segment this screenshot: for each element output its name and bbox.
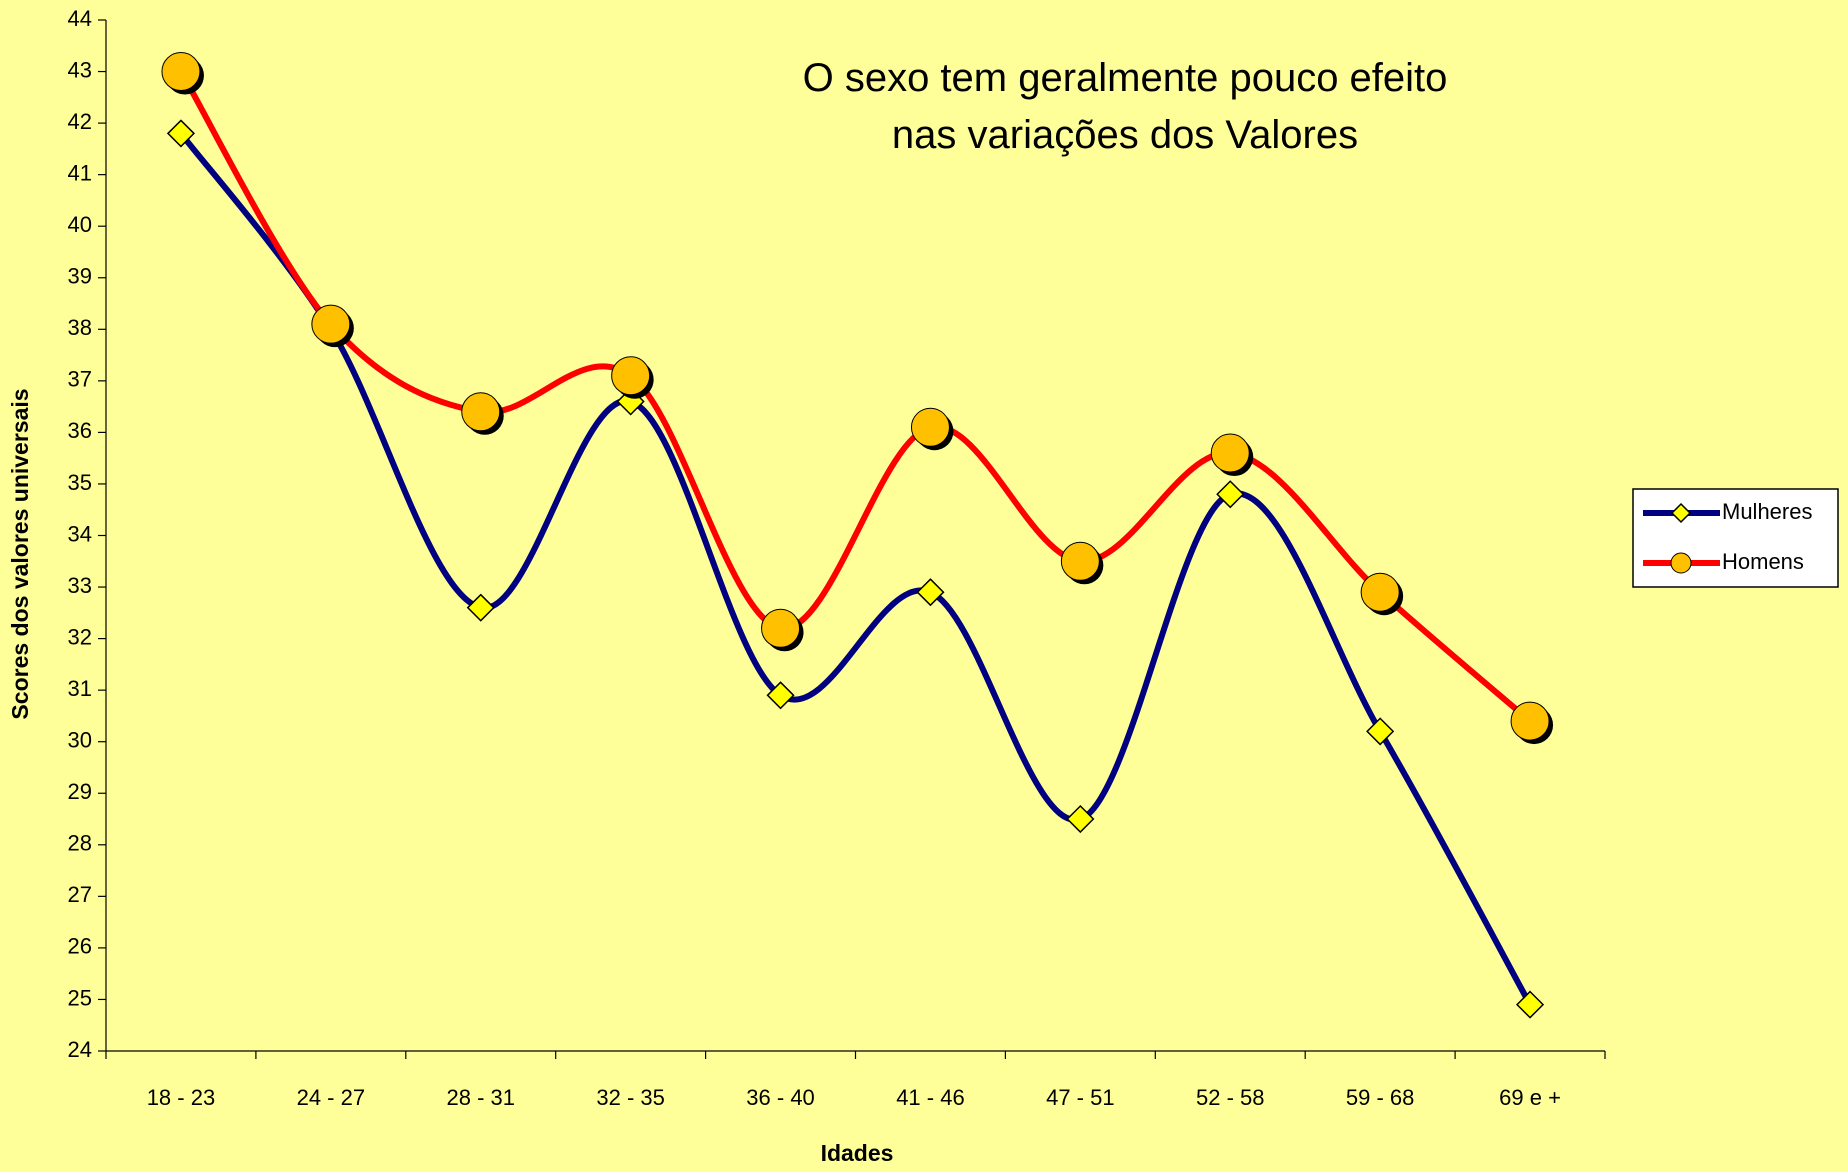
x-axis-title: Idades: [821, 1140, 894, 1166]
y-axis-title: Scores dos valores universais: [7, 388, 33, 719]
x-tick-label: 28 - 31: [447, 1085, 516, 1110]
series-line: [178, 70, 1533, 724]
marker: [1216, 480, 1245, 509]
marker: [1066, 804, 1095, 834]
x-tick-label: 59 - 68: [1346, 1085, 1415, 1110]
marker: [466, 593, 495, 622]
marker: [461, 392, 501, 432]
y-tick-label: 35: [68, 470, 92, 495]
marker: [1360, 572, 1400, 612]
marker: [1515, 990, 1545, 1019]
x-tick-label: 52 - 58: [1196, 1085, 1265, 1110]
marker: [1060, 541, 1100, 581]
x-tick-label: 69 e +: [1499, 1085, 1561, 1110]
series-line: [178, 131, 1533, 1007]
x-tick-label: 32 - 35: [596, 1085, 665, 1110]
y-tick-label: 36: [68, 418, 92, 443]
marker: [761, 608, 801, 648]
y-tick-label: 42: [68, 109, 92, 134]
marker: [910, 407, 950, 447]
x-tick-label: 18 - 23: [147, 1085, 216, 1110]
x-tick-label: 24 - 27: [297, 1085, 366, 1110]
y-tick-label: 38: [68, 315, 92, 340]
x-tick-label: 47 - 51: [1046, 1085, 1115, 1110]
marker: [161, 52, 201, 92]
legend-label: Homens: [1722, 549, 1804, 574]
y-tick-label: 26: [68, 934, 92, 959]
legend-marker: [1670, 502, 1692, 524]
legend-box: [1632, 488, 1839, 588]
y-tick-label: 40: [68, 212, 92, 237]
marker: [766, 681, 795, 710]
y-tick-label: 31: [68, 676, 92, 701]
marker: [1366, 717, 1395, 746]
y-tick-label: 30: [68, 728, 92, 753]
marker: [611, 356, 651, 396]
y-tick-label: 34: [68, 521, 92, 546]
marker: [916, 578, 945, 607]
x-tick-label: 41 - 46: [896, 1085, 965, 1110]
y-tick-label: 27: [68, 882, 92, 907]
y-tick-label: 28: [68, 831, 92, 856]
y-tick-label: 44: [68, 6, 92, 31]
legend-marker: [1670, 552, 1692, 574]
marker: [166, 119, 196, 148]
marker: [1210, 433, 1250, 473]
y-tick-label: 37: [68, 367, 92, 392]
y-tick-label: 29: [68, 779, 92, 804]
legend-label: Mulheres: [1722, 499, 1812, 524]
chart-title: O sexo tem geralmente pouco efeito nas va…: [803, 56, 1448, 157]
y-tick-label: 32: [68, 624, 92, 649]
y-tick-label: 43: [68, 57, 92, 82]
y-tick-label: 24: [68, 1037, 92, 1062]
y-tick-label: 25: [68, 985, 92, 1010]
marker: [1510, 701, 1550, 741]
y-tick-label: 41: [68, 160, 92, 185]
x-tick-label: 36 - 40: [746, 1085, 815, 1110]
y-tick-label: 39: [68, 264, 92, 289]
y-tick-label: 33: [68, 573, 92, 598]
marker: [311, 304, 351, 344]
